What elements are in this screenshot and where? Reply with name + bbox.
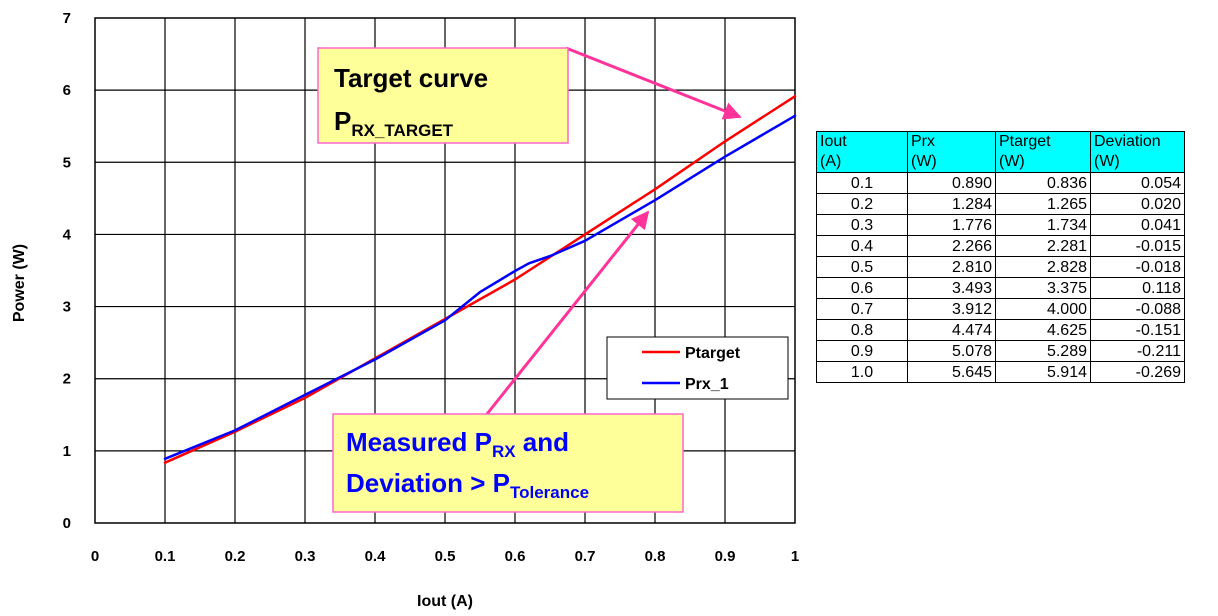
table-row: 0.3 1.776 1.734 0.041: [816, 214, 1185, 236]
table-cell: 0.8: [816, 319, 908, 341]
table-row: 0.8 4.474 4.625 -0.151: [816, 319, 1185, 341]
table-row: 0.5 2.810 2.828 -0.018: [816, 256, 1185, 278]
x-tick-label: 0.7: [575, 548, 596, 565]
table-header-row: Iout (A) Prx (W) Ptarget (W) Deviation (W): [816, 131, 1185, 173]
y-tick-label: 1: [63, 443, 71, 460]
table-cell: 2.810: [907, 256, 996, 278]
table-row: 0.6 3.493 3.375 0.118: [816, 277, 1185, 299]
x-tick-label: 0.3: [295, 548, 316, 565]
y-tick-label: 6: [63, 82, 71, 99]
series-line-ptarget: [163, 95, 797, 464]
table-cell: 0.6: [816, 277, 908, 299]
legend-label-prx1: Prx_1: [685, 376, 729, 393]
table-row: 0.9 5.078 5.289 -0.211: [816, 340, 1185, 362]
table-cell: 0.118: [1090, 277, 1185, 299]
x-axis-label: Iout (A): [417, 593, 473, 610]
callout-box-measured: [332, 413, 684, 513]
series-layer: [163, 95, 797, 464]
table-cell: 0.5: [816, 256, 908, 278]
table-cell: 3.375: [995, 277, 1091, 299]
table-row: 0.7 3.912 4.000 -0.088: [816, 298, 1185, 320]
x-tick-label: 0.4: [365, 548, 387, 565]
x-tick-labels: 0 0.1 0.2 0.3 0.4 0.5 0.6 0.7 0.8 0.9 1: [91, 548, 799, 565]
table-row: 0.1 0.890 0.836 0.054: [816, 172, 1185, 194]
y-tick-label: 3: [63, 299, 71, 316]
callout-target-line2: PRX_TARGET: [334, 106, 454, 140]
table-cell: 1.284: [907, 193, 996, 215]
callout-arrow-measured: [485, 210, 650, 415]
y-tick-label: 2: [63, 371, 71, 388]
table-cell: 0.2: [816, 193, 908, 215]
table-cell: 0.041: [1090, 214, 1185, 236]
x-tick-label: 0.5: [435, 548, 456, 565]
table-cell: 2.828: [995, 256, 1091, 278]
table-cell: 0.1: [816, 172, 908, 194]
table-cell: 2.266: [907, 235, 996, 257]
y-tick-labels: 0 1 2 3 4 5 6 7: [63, 10, 72, 532]
table-cell: -0.015: [1090, 235, 1185, 257]
table-cell: 1.265: [995, 193, 1091, 215]
table-cell: 0.890: [907, 172, 996, 194]
table-body: 0.1 0.890 0.836 0.054 0.2 1.284 1.265 0.020 0.3 1…: [816, 172, 1185, 383]
legend-label-ptarget: Ptarget: [685, 345, 741, 362]
table-cell: 4.474: [907, 319, 996, 341]
x-tick-label: 0.6: [505, 548, 526, 565]
x-tick-label: 0.1: [155, 548, 176, 565]
callout-target-line1: Target curve: [334, 63, 488, 93]
table-cell: 1.734: [995, 214, 1091, 236]
y-tick-label: 5: [63, 154, 71, 171]
table-cell: 5.078: [907, 340, 996, 362]
table-cell: 3.493: [907, 277, 996, 299]
x-tick-label: 0.2: [225, 548, 246, 565]
table-cell: -0.269: [1090, 361, 1185, 383]
table-header-cell: Iout (A): [816, 131, 908, 173]
table-cell: -0.018: [1090, 256, 1185, 278]
data-table: Iout (A) Prx (W) Ptarget (W) Deviation (W) 0.1 0…: [816, 131, 1185, 383]
table-row: 0.2 1.284 1.265 0.020: [816, 193, 1185, 215]
y-axis-label: Power (W): [11, 244, 28, 322]
table-header-cell: Ptarget (W): [995, 131, 1091, 173]
table-cell: 4.000: [995, 298, 1091, 320]
table-row: 1.0 5.645 5.914 -0.269: [816, 361, 1185, 383]
callout-box-target: [317, 47, 569, 144]
y-tick-label: 4: [63, 226, 72, 243]
table-header-cell: Deviation (W): [1090, 131, 1185, 173]
table-cell: 2.281: [995, 235, 1091, 257]
table-cell: 0.4: [816, 235, 908, 257]
callout-measured-line1: Measured PRX and: [346, 427, 569, 461]
table-cell: -0.211: [1090, 340, 1185, 362]
x-tick-label: 0.8: [645, 548, 666, 565]
callout-target-curve: Target curve PRX_TARGET: [317, 46, 742, 144]
callout-arrow-target: [565, 46, 742, 120]
table-cell: 5.645: [907, 361, 996, 383]
legend-box: [606, 336, 789, 400]
table-header-cell: Prx (W): [907, 131, 996, 173]
table-row: 0.4 2.266 2.281 -0.015: [816, 235, 1185, 257]
series-line-prx-1: [163, 114, 797, 461]
table-cell: 4.625: [995, 319, 1091, 341]
table-cell: 0.9: [816, 340, 908, 362]
legend: Ptarget Prx_1: [606, 336, 789, 400]
table-cell: 0.3: [816, 214, 908, 236]
x-tick-label: 0.9: [715, 548, 736, 565]
callout-measured: Measured PRX and Deviation > PTolerance: [332, 210, 684, 513]
table-cell: 0.020: [1090, 193, 1185, 215]
callout-measured-line2: Deviation > PTolerance: [346, 468, 589, 502]
table-cell: 5.289: [995, 340, 1091, 362]
table-cell: 0.7: [816, 298, 908, 320]
x-tick-label: 1: [791, 548, 799, 565]
y-tick-label: 0: [63, 515, 71, 532]
table-cell: 0.054: [1090, 172, 1185, 194]
table-cell: -0.151: [1090, 319, 1185, 341]
table-cell: 1.776: [907, 214, 996, 236]
table-cell: 1.0: [816, 361, 908, 383]
power-chart: 0 0.1 0.2 0.3 0.4 0.5 0.6 0.7 0.8 0.9 1 0 1 2 3 4 5 6 7 I…: [11, 10, 799, 610]
x-tick-label: 0: [91, 548, 99, 565]
y-tick-label: 7: [63, 10, 71, 27]
table-cell: -0.088: [1090, 298, 1185, 320]
table-cell: 3.912: [907, 298, 996, 320]
table-cell: 0.836: [995, 172, 1091, 194]
table-cell: 5.914: [995, 361, 1091, 383]
